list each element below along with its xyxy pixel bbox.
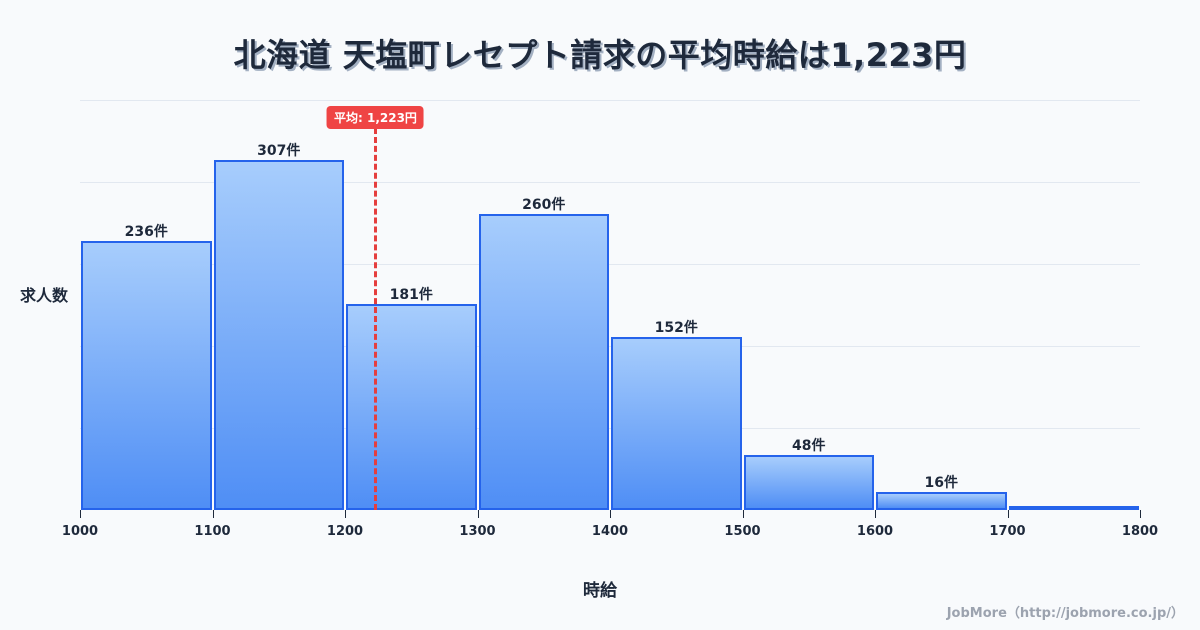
histogram-bar bbox=[213, 160, 344, 510]
x-tick bbox=[875, 510, 876, 518]
x-tick bbox=[345, 510, 346, 518]
histogram-bar bbox=[346, 303, 477, 510]
histogram-bar bbox=[876, 491, 1007, 510]
bar-value-label: 48件 bbox=[792, 438, 826, 455]
histogram-bar bbox=[81, 241, 212, 510]
x-tick-label: 1600 bbox=[856, 524, 894, 539]
histogram-bar bbox=[1008, 506, 1139, 510]
plot-area bbox=[80, 100, 1140, 510]
x-tick-label: 1300 bbox=[459, 524, 496, 539]
credit-text: JobMore（http://jobmore.co.jp/） bbox=[946, 606, 1184, 621]
x-tick-label: 1700 bbox=[989, 524, 1026, 539]
average-line bbox=[374, 128, 378, 510]
x-tick-label: 1400 bbox=[591, 524, 629, 539]
bar-value-label: 236件 bbox=[124, 224, 168, 241]
x-tick-label: 1100 bbox=[194, 524, 231, 539]
chart-title: 北海道 天塩町レセプト請求の平均時給は1,223円 bbox=[233, 36, 967, 74]
histogram-bar bbox=[743, 455, 874, 510]
average-badge: 平均: 1,223円 bbox=[327, 106, 424, 129]
gridline bbox=[80, 100, 1140, 101]
bar-value-label: 307件 bbox=[257, 143, 301, 160]
x-tick-label: 1000 bbox=[61, 524, 99, 539]
x-tick bbox=[212, 510, 214, 518]
gridline bbox=[80, 346, 1140, 347]
x-tick bbox=[1007, 510, 1009, 518]
x-tick-label: 1500 bbox=[724, 524, 761, 539]
bar-value-label: 152件 bbox=[654, 319, 698, 336]
gridline bbox=[80, 428, 1140, 429]
x-tick bbox=[742, 510, 744, 518]
histogram-bar bbox=[611, 336, 742, 510]
gridline bbox=[80, 182, 1140, 183]
x-tick bbox=[80, 510, 81, 518]
bar-value-label: 16件 bbox=[924, 474, 958, 491]
x-tick-label: 1800 bbox=[1121, 524, 1159, 539]
x-tick-label: 1200 bbox=[326, 524, 364, 539]
x-tick bbox=[1140, 510, 1141, 518]
x-axis-label: 時給 bbox=[583, 581, 617, 601]
y-axis-label: 求人数 bbox=[20, 286, 69, 305]
histogram-bar bbox=[478, 213, 609, 510]
x-tick bbox=[610, 510, 611, 518]
gridline bbox=[80, 264, 1140, 265]
bar-value-label: 181件 bbox=[389, 286, 433, 303]
x-tick bbox=[477, 510, 479, 518]
bar-value-label: 260件 bbox=[522, 196, 566, 213]
